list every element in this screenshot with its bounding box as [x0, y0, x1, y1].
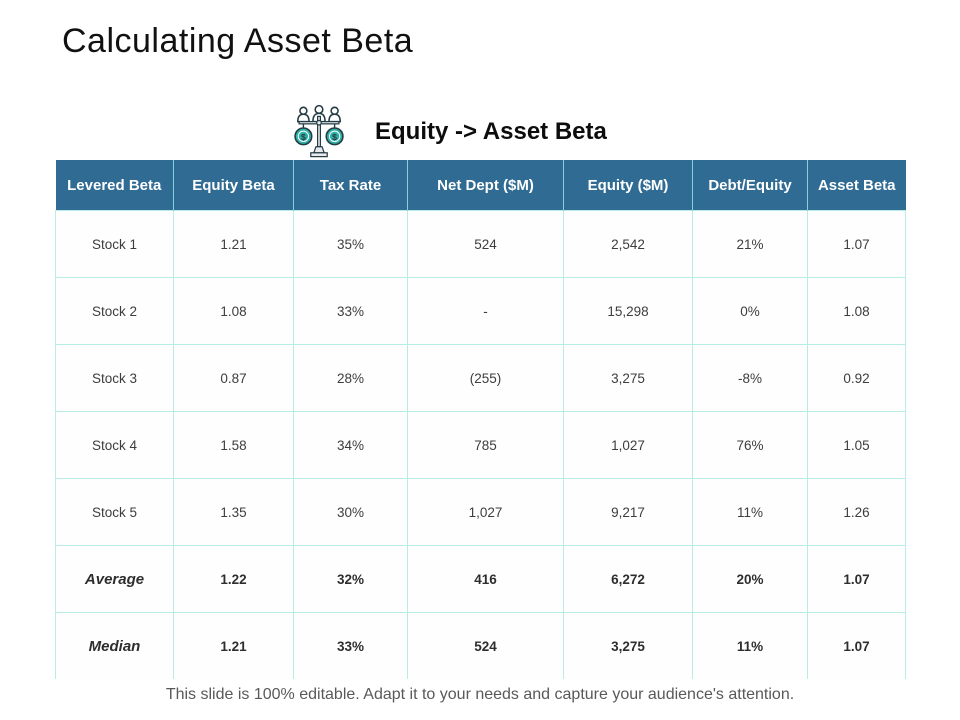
- slide-subtitle: Equity -> Asset Beta: [375, 118, 607, 145]
- subtitle-row: $ $ Equity -> Asset Beta: [293, 103, 607, 161]
- table-cell: 21%: [692, 210, 808, 278]
- table-cell: 0.92: [807, 344, 906, 412]
- balance-scale-people-money-icon: $ $: [293, 103, 345, 161]
- column-header-tax-rate: Tax Rate: [293, 160, 408, 211]
- table-cell: 76%: [692, 411, 808, 479]
- column-header-net-dept: Net Dept ($M): [407, 160, 564, 211]
- table-cell: 3,275: [563, 612, 693, 679]
- table-row-stock-1: Stock 1 1.21 35% 524 2,542 21% 1.07: [55, 210, 906, 278]
- table-cell: 1.22: [173, 545, 294, 613]
- table-cell: 1.07: [807, 612, 906, 679]
- table-cell: 0.87: [173, 344, 294, 412]
- footer-note: This slide is 100% editable. Adapt it to…: [165, 686, 795, 703]
- row-label: Stock 2: [55, 277, 174, 345]
- table-cell: 33%: [293, 612, 408, 679]
- table-cell: 785: [407, 411, 564, 479]
- table-cell: 2,542: [563, 210, 693, 278]
- table-cell: 524: [407, 612, 564, 679]
- table-cell: 1.21: [173, 612, 294, 679]
- table-cell: 28%: [293, 344, 408, 412]
- table-cell: (255): [407, 344, 564, 412]
- slide-title: Calculating Asset Beta: [62, 22, 414, 60]
- row-label: Stock 1: [55, 210, 174, 278]
- row-label: Stock 3: [55, 344, 174, 412]
- table-cell: 1.08: [807, 277, 906, 345]
- table-cell: 11%: [692, 612, 808, 679]
- table-cell: 1.08: [173, 277, 294, 345]
- table-cell: 33%: [293, 277, 408, 345]
- table-cell: 11%: [692, 478, 808, 546]
- table-header-row: Levered Beta Equity Beta Tax Rate Net De…: [55, 160, 906, 211]
- table-cell: 3,275: [563, 344, 693, 412]
- table-cell: 20%: [692, 545, 808, 613]
- table-cell: 1.35: [173, 478, 294, 546]
- table-cell: 35%: [293, 210, 408, 278]
- column-header-equity: Equity ($M): [563, 160, 693, 211]
- table-row-average: Average 1.22 32% 416 6,272 20% 1.07: [55, 545, 906, 613]
- column-header-debt-equity: Debt/Equity: [692, 160, 808, 211]
- svg-text:$: $: [332, 132, 337, 142]
- table-cell: -: [407, 277, 564, 345]
- table-row-stock-4: Stock 4 1.58 34% 785 1,027 76% 1.05: [55, 411, 906, 479]
- table-cell: 1.26: [807, 478, 906, 546]
- table-cell: 32%: [293, 545, 408, 613]
- svg-text:$: $: [301, 132, 306, 142]
- row-label: Average: [55, 545, 174, 613]
- table-cell: 6,272: [563, 545, 693, 613]
- table-cell: 1,027: [563, 411, 693, 479]
- table-cell: 15,298: [563, 277, 693, 345]
- column-header-levered-beta: Levered Beta: [55, 160, 174, 211]
- table-cell: 416: [407, 545, 564, 613]
- table-cell: 9,217: [563, 478, 693, 546]
- column-header-asset-beta: Asset Beta: [807, 160, 906, 211]
- table-cell: 1.07: [807, 545, 906, 613]
- table-row-stock-5: Stock 5 1.35 30% 1,027 9,217 11% 1.26: [55, 478, 906, 546]
- column-header-equity-beta: Equity Beta: [173, 160, 294, 211]
- table-row-stock-2: Stock 2 1.08 33% - 15,298 0% 1.08: [55, 277, 906, 345]
- table-row-stock-3: Stock 3 0.87 28% (255) 3,275 -8% 0.92: [55, 344, 906, 412]
- table-cell: 0%: [692, 277, 808, 345]
- table-cell: 1.58: [173, 411, 294, 479]
- row-label: Stock 5: [55, 478, 174, 546]
- row-label: Median: [55, 612, 174, 679]
- table-cell: 30%: [293, 478, 408, 546]
- table-cell: 1.07: [807, 210, 906, 278]
- row-label: Stock 4: [55, 411, 174, 479]
- table-cell: 1.21: [173, 210, 294, 278]
- table-cell: 34%: [293, 411, 408, 479]
- asset-beta-table: Levered Beta Equity Beta Tax Rate Net De…: [55, 160, 906, 679]
- table-cell: 1,027: [407, 478, 564, 546]
- table-cell: 524: [407, 210, 564, 278]
- table-row-median: Median 1.21 33% 524 3,275 11% 1.07: [55, 612, 906, 679]
- table-cell: 1.05: [807, 411, 906, 479]
- table-cell: -8%: [692, 344, 808, 412]
